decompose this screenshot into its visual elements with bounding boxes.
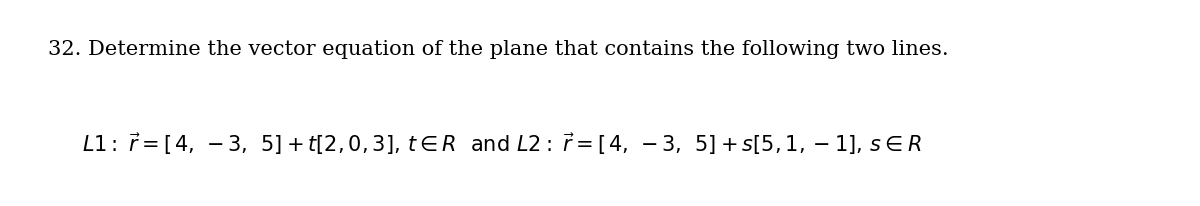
Text: $\mathit{L}1\mathrm{:}\ \vec{\mathit{r}} = [\,4,\,-3,\,\;5] + \mathit{t}[2,0,3],: $\mathit{L}1\mathrm{:}\ \vec{\mathit{r}}…: [82, 131, 922, 157]
Text: 32. Determine the vector equation of the plane that contains the following two l: 32. Determine the vector equation of the…: [48, 40, 949, 59]
